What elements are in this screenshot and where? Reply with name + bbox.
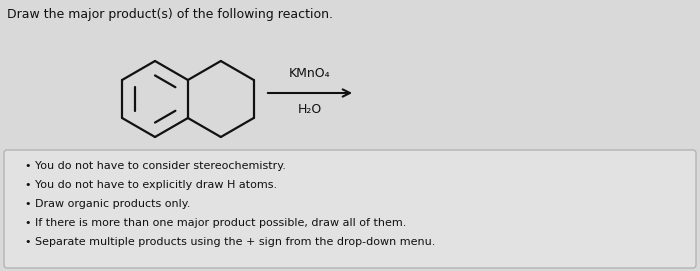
FancyBboxPatch shape <box>4 150 696 268</box>
Text: H₂O: H₂O <box>298 103 322 116</box>
Text: • You do not have to explicitly draw H atoms.: • You do not have to explicitly draw H a… <box>25 180 277 190</box>
Text: • You do not have to consider stereochemistry.: • You do not have to consider stereochem… <box>25 161 286 171</box>
Text: Draw the major product(s) of the following reaction.: Draw the major product(s) of the followi… <box>7 8 333 21</box>
Text: • If there is more than one major product possible, draw all of them.: • If there is more than one major produc… <box>25 218 407 228</box>
Text: KMnO₄: KMnO₄ <box>289 67 331 80</box>
Text: • Separate multiple products using the + sign from the drop-down menu.: • Separate multiple products using the +… <box>25 237 435 247</box>
Text: • Draw organic products only.: • Draw organic products only. <box>25 199 190 209</box>
